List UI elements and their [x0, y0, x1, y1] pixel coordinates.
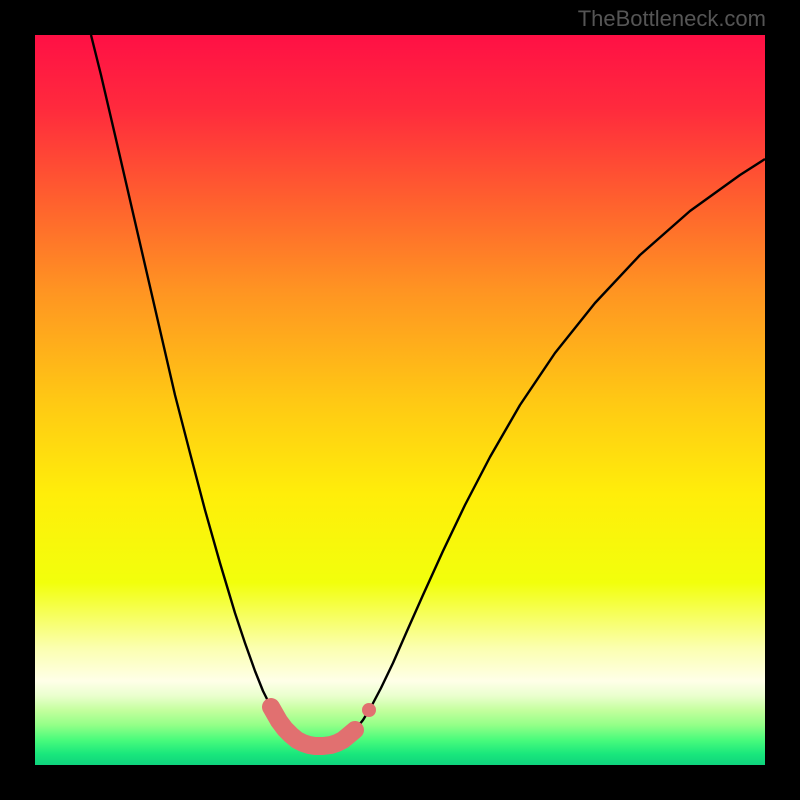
highlight-segment: [271, 707, 355, 746]
chart-frame: TheBottleneck.com: [0, 0, 800, 800]
plot-area: [35, 35, 765, 765]
watermark-text: TheBottleneck.com: [578, 6, 766, 32]
curve-layer: [35, 35, 765, 765]
bottleneck-curve: [91, 35, 765, 746]
highlight-dot: [362, 703, 376, 717]
